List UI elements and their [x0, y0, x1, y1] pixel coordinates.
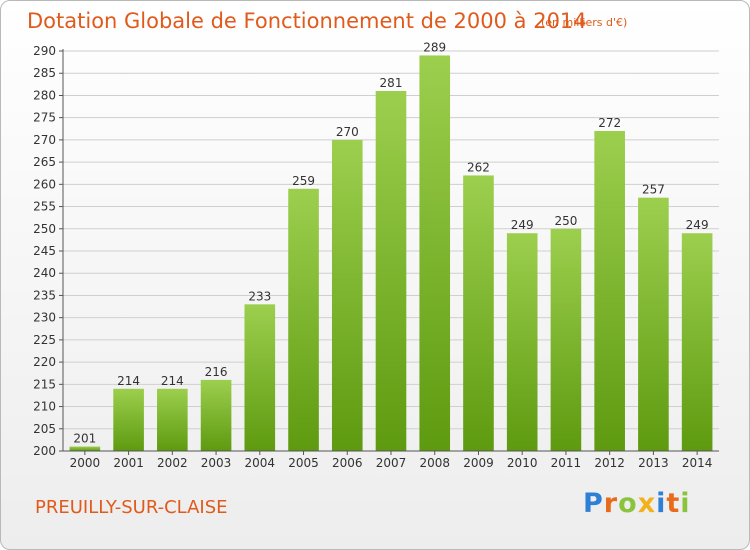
- bar: [638, 197, 669, 451]
- logo-letter: r: [603, 488, 619, 519]
- y-tick-label: 205: [33, 422, 56, 436]
- bar: [594, 131, 625, 451]
- bar: [681, 233, 713, 451]
- y-tick-label: 255: [33, 200, 56, 214]
- bar: [506, 233, 538, 451]
- y-tick-label: 280: [33, 88, 56, 102]
- data-label: 250: [554, 214, 577, 228]
- y-tick-label: 275: [33, 111, 56, 125]
- x-tick-label: 2011: [551, 456, 582, 470]
- y-tick-label: 235: [33, 288, 56, 302]
- bar: [463, 175, 494, 451]
- bar: [419, 55, 451, 451]
- x-tick-label: 2001: [113, 456, 144, 470]
- data-label: 257: [642, 183, 665, 197]
- bar: [375, 91, 407, 451]
- y-tick-label: 215: [33, 377, 56, 391]
- y-tick-label: 290: [33, 44, 56, 58]
- bar: [69, 446, 101, 451]
- bar: [331, 139, 363, 451]
- bars: 201 214 214 216 233 259 270 281 289 262 249 250 272 2…: [69, 40, 713, 451]
- data-label: 262: [467, 160, 490, 174]
- chart-title: Dotation Globale de Fonctionnement de 20…: [27, 9, 587, 33]
- bar: [200, 379, 232, 451]
- bar: [157, 388, 188, 451]
- y-tick-label: 240: [33, 266, 56, 280]
- data-label: 270: [336, 125, 359, 139]
- bar: [550, 228, 582, 451]
- logo-letter: o: [618, 488, 638, 519]
- commune-name: PREUILLY-SUR-CLAISE: [35, 497, 228, 518]
- y-tick-label: 270: [33, 133, 56, 147]
- bar: [288, 188, 319, 451]
- y-tick-label: 220: [33, 355, 56, 369]
- y-tick-label: 250: [33, 222, 56, 236]
- logo-letter: P: [583, 488, 604, 519]
- x-tick-label: 2005: [288, 456, 319, 470]
- data-label: 214: [161, 374, 184, 388]
- y-tick-label: 245: [33, 244, 56, 258]
- y-tick-label: 260: [33, 177, 56, 191]
- y-tick-label: 265: [33, 155, 56, 169]
- bar: [244, 304, 276, 451]
- proxiti-logo[interactable]: Proxiti: [583, 488, 691, 519]
- x-tick-label: 2003: [201, 456, 232, 470]
- data-label: 214: [117, 374, 140, 388]
- logo-letter: i: [656, 488, 667, 519]
- x-tick-label: 2006: [332, 456, 363, 470]
- y-tick-label: 200: [33, 444, 56, 458]
- x-tick-label: 2002: [157, 456, 188, 470]
- x-tick-label: 2014: [682, 456, 713, 470]
- data-label: 272: [598, 116, 621, 130]
- y-tick-label: 225: [33, 333, 56, 347]
- logo-letter: i: [680, 488, 691, 519]
- data-label: 281: [380, 76, 403, 90]
- axes: 200 205 210 215 220 225 230 235 240 245 250 255 260 2…: [33, 44, 719, 470]
- x-tick-label: 2000: [70, 456, 101, 470]
- logo-letter: t: [666, 488, 681, 519]
- y-tick-label: 285: [33, 66, 56, 80]
- bar: [113, 388, 144, 451]
- y-tick-label: 230: [33, 311, 56, 325]
- x-tick-label: 2012: [594, 456, 625, 470]
- logo-letter: x: [637, 488, 657, 519]
- x-tick-label: 2009: [463, 456, 494, 470]
- data-label: 249: [511, 218, 534, 232]
- data-label: 249: [686, 218, 709, 232]
- data-label: 216: [205, 365, 228, 379]
- data-label: 289: [423, 40, 446, 54]
- y-tick-label: 210: [33, 400, 56, 414]
- x-tick-label: 2004: [245, 456, 276, 470]
- x-tick-label: 2013: [638, 456, 669, 470]
- data-label: 259: [292, 174, 315, 188]
- data-label: 201: [73, 432, 96, 446]
- x-tick-label: 2008: [419, 456, 450, 470]
- x-tick-label: 2007: [376, 456, 407, 470]
- chart-subtitle: (en milliers d'€): [541, 16, 628, 29]
- x-tick-label: 2010: [507, 456, 538, 470]
- data-label: 233: [248, 289, 271, 303]
